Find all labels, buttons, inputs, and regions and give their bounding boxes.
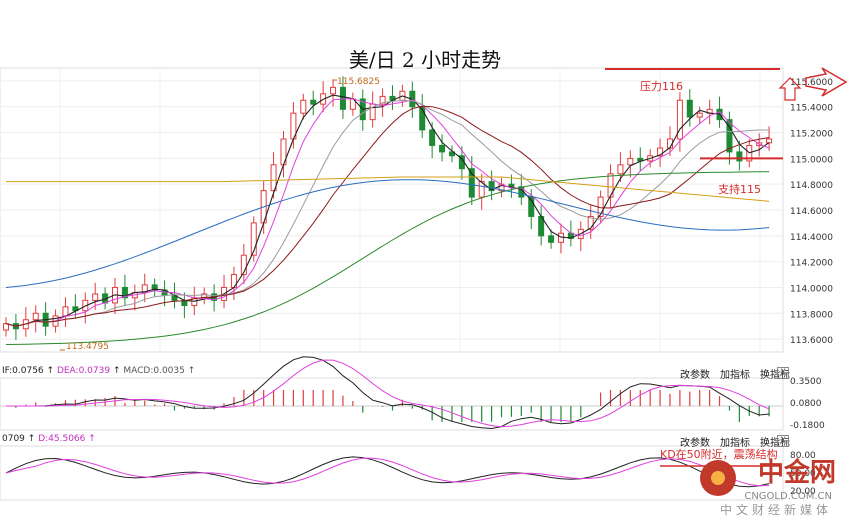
macd-add-button[interactable]: 加指标 — [720, 370, 750, 381]
macd-switch-button[interactable]: 换指标 — [760, 370, 790, 381]
ma-line-fast — [5, 94, 770, 327]
candle-body — [736, 151, 743, 162]
ma-line-blue — [5, 179, 770, 288]
ma-line-5 — [5, 98, 770, 327]
price-tick-label: 114.2000 — [790, 259, 833, 269]
support-label: 支持115 — [718, 183, 761, 196]
candle-body — [439, 144, 446, 153]
candle-body — [766, 138, 773, 144]
kd-d-label: D:45.5066 — [38, 434, 86, 444]
price-tick-label: 114.4000 — [790, 233, 833, 243]
kd-switch-button[interactable]: 换指标 — [760, 438, 790, 449]
candle-body — [240, 254, 247, 276]
candle-body — [300, 99, 307, 114]
kd-tick-label: 20.00 — [790, 487, 816, 497]
candle-body — [676, 99, 683, 140]
macd-value-label: MACD:0.0035 — [123, 366, 185, 376]
candle-body — [657, 147, 664, 157]
price-tick-label: 114.8000 — [790, 181, 833, 191]
price-tick-label: 113.6000 — [790, 336, 833, 346]
candle-body — [627, 157, 634, 166]
kd-legend: 0709 ↑ D:45.5066 ↑ — [2, 434, 96, 444]
ma-line-15 — [5, 105, 770, 327]
candle-body — [696, 112, 703, 118]
candle-body — [151, 284, 158, 291]
price-tick-label: 115.6000 — [790, 78, 833, 88]
candle-body — [548, 235, 555, 243]
brand-tagline: 中文财经新媒体 — [719, 503, 832, 517]
macd-close-icon[interactable]: X — [777, 367, 789, 379]
macd-tick-label: 0.0800 — [790, 399, 822, 409]
candle-body — [448, 151, 455, 157]
price-tick-label: 115.4000 — [790, 104, 833, 114]
candle-body — [528, 196, 535, 217]
candle-body — [270, 164, 277, 192]
candle-body — [339, 86, 346, 110]
brand-domain: CNGOLD.COM.CN — [744, 491, 832, 502]
candle-body — [429, 129, 436, 146]
kd-k-line — [5, 456, 770, 488]
candle-body — [379, 95, 386, 105]
kd-d-line — [5, 457, 770, 487]
candle-body — [250, 222, 257, 256]
candle-body — [478, 181, 485, 198]
high-price-label: 115.6825 — [337, 77, 380, 87]
candle-body — [726, 119, 733, 153]
chart-title: 美/日 2 小时走势 — [348, 48, 502, 72]
kd-k-label: 0709 — [2, 434, 25, 444]
kd-tick-label: 50.00 — [790, 469, 816, 479]
macd-legend: IF:0.0756 ↑ DEA:0.0739 ↑ MACD:0.0035 ↑ — [2, 366, 196, 376]
price-tick-label: 114.0000 — [790, 284, 833, 294]
arrow-icon — [778, 77, 802, 101]
macd-dif-label: IF:0.0756 — [2, 366, 44, 376]
candle-body — [686, 99, 693, 118]
candle-body — [468, 168, 475, 198]
macd-dea-line — [6, 359, 770, 428]
price-tick-label: 115.0000 — [790, 155, 833, 165]
brand-logo: 中金网 — [757, 458, 836, 488]
candle-body — [62, 306, 69, 317]
candle-body — [488, 181, 495, 192]
macd-tick-label: -0.1800 — [790, 421, 825, 431]
kd-close-icon[interactable]: X — [777, 435, 789, 447]
macd-dif-line — [6, 356, 770, 430]
resistance-label: 压力116 — [640, 80, 683, 93]
price-tick-label: 113.8000 — [790, 310, 833, 320]
macd-panel-buttons: 改参数 加指标 换指标 — [680, 366, 790, 381]
candle-body — [92, 293, 99, 301]
kd-panel-buttons: 改参数 加指标 换指标 — [680, 434, 790, 449]
candle-body — [310, 99, 317, 105]
ma-line-10 — [5, 99, 770, 327]
candle-body — [32, 312, 39, 321]
price-tick-label: 114.6000 — [790, 207, 833, 217]
brand-logo-inner — [711, 471, 725, 485]
kd-params-button[interactable]: 改参数 — [680, 438, 710, 449]
kd-add-button[interactable]: 加指标 — [720, 438, 750, 449]
kd-tick-label: 80.00 — [790, 451, 816, 461]
candle-body — [607, 173, 614, 198]
candle-body — [587, 215, 594, 230]
macd-params-button[interactable]: 改参数 — [680, 370, 710, 381]
kd-note-label: KD在50附近，震荡结构 — [660, 448, 778, 461]
low-price-label: 113.4795 — [66, 342, 109, 352]
macd-tick-label: 0.3500 — [790, 377, 822, 387]
candle-body — [121, 286, 128, 299]
ma-line-yellow — [6, 176, 770, 202]
candle-body — [617, 164, 624, 175]
macd-dea-label: DEA:0.0739 — [56, 366, 111, 376]
arrow-icon — [805, 67, 848, 97]
ma-line-green — [5, 171, 770, 345]
price-tick-label: 115.2000 — [790, 130, 833, 140]
kd-panel — [0, 445, 784, 501]
macd-panel — [0, 377, 784, 431]
candle-body — [330, 86, 337, 95]
